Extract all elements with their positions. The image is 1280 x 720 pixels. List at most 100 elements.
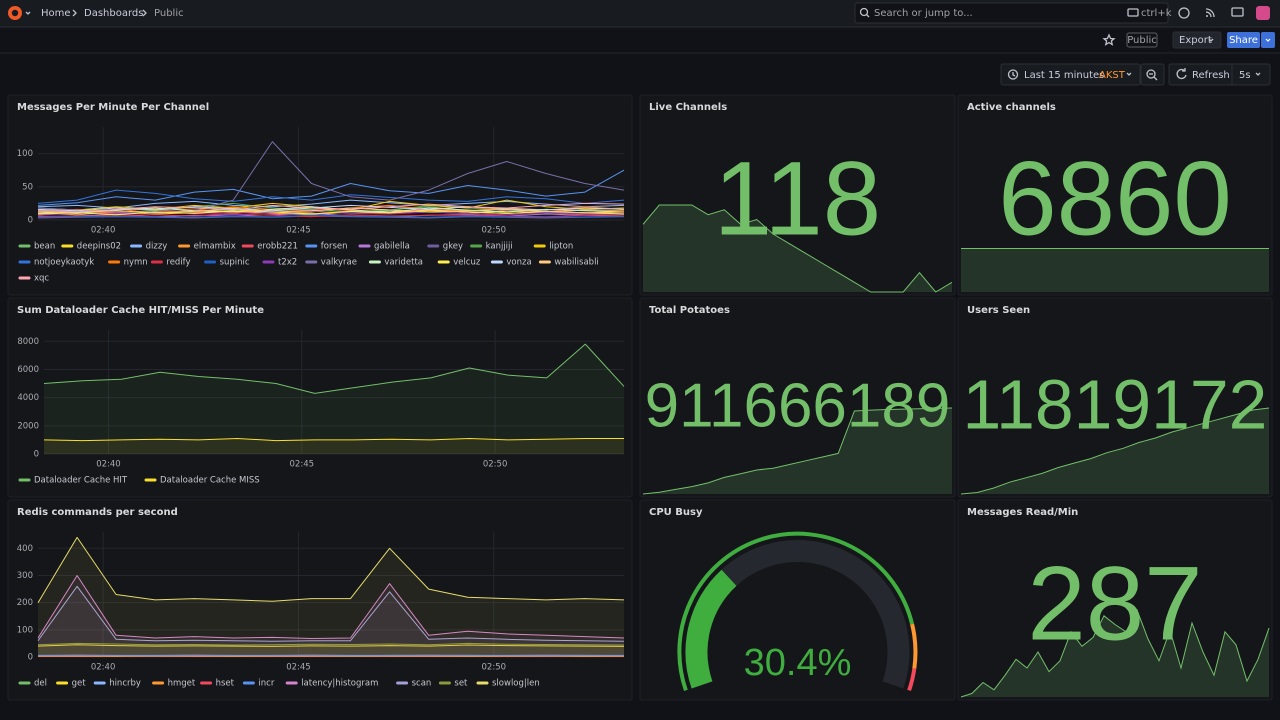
stat-value: 911666189	[645, 371, 951, 440]
legend-label: gabilella	[374, 242, 410, 252]
series-line	[37, 644, 625, 647]
logo-chevron	[25, 11, 31, 15]
export-chevron	[1208, 38, 1214, 42]
legend-label: del	[34, 679, 47, 689]
legend-label: nymn	[124, 258, 148, 268]
share-bg	[1227, 32, 1260, 48]
share-button[interactable]: Share	[1227, 32, 1260, 48]
panel-title: CPU Busy	[649, 507, 703, 518]
legend-label: hincrby	[109, 679, 141, 689]
y-tick-label: 100	[17, 625, 33, 635]
zoom-icon	[1146, 69, 1156, 79]
panel	[957, 297, 1273, 498]
series-line	[43, 438, 624, 442]
x-tick-label: 02:50	[482, 663, 507, 673]
panel-title: Active channels	[967, 102, 1056, 113]
legend-label: vonza	[506, 258, 531, 268]
legend-label: Dataloader Cache MISS	[160, 476, 260, 486]
breadcrumb-dashboards[interactable]: Dashboards	[84, 8, 143, 19]
panel-title: Messages Read/Min	[967, 507, 1078, 518]
legend-label: lipton	[549, 242, 573, 252]
stat-value: 6860	[998, 141, 1232, 258]
y-tick-label: 50	[22, 182, 33, 192]
series-line	[37, 202, 625, 213]
refresh-bg	[1168, 63, 1271, 86]
series-line	[37, 575, 625, 639]
export-label: Export	[1179, 35, 1212, 46]
interval-chevron	[1255, 72, 1261, 76]
refresh-arrow	[1182, 68, 1186, 72]
x-tick-label: 02:50	[482, 226, 507, 236]
legend-label: slowlog|len	[492, 679, 540, 689]
sparkline-line	[960, 407, 1270, 495]
x-tick-label: 02:45	[290, 460, 315, 470]
clock-icon	[1007, 69, 1019, 80]
area-fill	[38, 644, 624, 657]
legend-label: valkyrae	[321, 258, 357, 268]
dashboard-tag: Public	[1127, 35, 1157, 46]
y-tick-label: 4000	[17, 393, 39, 403]
legend-label: kanjjiji	[486, 242, 513, 252]
zoom-handle	[1153, 76, 1158, 81]
legend-label: scan	[412, 679, 432, 689]
refresh-icon	[1176, 68, 1187, 80]
breadcrumb-current: Public	[154, 8, 184, 19]
series-line	[43, 343, 625, 394]
legend-label: supinic	[220, 258, 250, 268]
help-icon[interactable]	[1178, 7, 1190, 19]
share-label: Share	[1229, 35, 1258, 46]
share-dropdown[interactable]	[1261, 32, 1275, 48]
panel	[639, 499, 956, 701]
legend-label: set	[454, 679, 468, 689]
y-tick-label: 400	[17, 544, 33, 554]
legend-label: hmget	[168, 679, 196, 689]
panel	[639, 297, 956, 498]
legend-label: Dataloader Cache HIT	[34, 476, 128, 486]
sparkline-area	[961, 248, 1269, 292]
legend-label: notjoeykaotyk	[34, 258, 94, 268]
news-icon[interactable]	[1205, 8, 1215, 18]
series-line	[37, 214, 625, 218]
star-button[interactable]	[1102, 33, 1116, 46]
legend-label: deepins02	[77, 242, 121, 252]
threshold-band	[677, 531, 915, 692]
area-fill	[38, 537, 624, 657]
stat-value: 287	[1027, 546, 1202, 663]
legend-label: gkey	[443, 242, 463, 252]
refresh-button[interactable]: Refresh 5s	[1168, 63, 1271, 86]
panel-title: Users Seen	[967, 305, 1030, 316]
panel-title: Redis commands per second	[17, 507, 178, 518]
y-tick-label: 6000	[17, 365, 39, 375]
breadcrumb-home[interactable]: Home	[41, 8, 71, 19]
export-button[interactable]: Export	[1172, 31, 1222, 49]
series-line	[37, 215, 625, 219]
legend-label: velcuz	[453, 258, 481, 268]
time-picker[interactable]: Last 15 minutes AKST	[1000, 63, 1141, 86]
share-chevron	[1265, 38, 1271, 42]
y-tick-label: 8000	[17, 337, 39, 347]
series-line	[37, 204, 625, 212]
series-line	[37, 207, 625, 214]
area-fill	[38, 586, 624, 657]
series-line	[37, 642, 625, 646]
y-tick-label: 0	[28, 216, 33, 226]
export-bg	[1172, 31, 1222, 49]
x-tick-label: 02:40	[91, 663, 116, 673]
grafana-logo[interactable]	[8, 6, 31, 20]
time-chevron	[1126, 72, 1132, 76]
zoom-out-button[interactable]	[1140, 63, 1165, 86]
legend-label: get	[72, 679, 87, 689]
area-fill	[44, 438, 624, 454]
legend-label: t2x2	[278, 258, 297, 268]
timezone: AKST	[1099, 70, 1126, 81]
threshold-band	[907, 668, 917, 692]
user-avatar[interactable]	[1256, 6, 1270, 20]
legend-label: redify	[166, 258, 190, 268]
search-box[interactable]: Search or jump to... ctrl+k	[854, 2, 1172, 24]
series-line	[37, 585, 625, 642]
x-tick-label: 02:50	[483, 460, 508, 470]
sparkline-area	[961, 610, 1269, 697]
kiosk-icon[interactable]	[1231, 7, 1244, 17]
area-fill	[38, 643, 624, 657]
